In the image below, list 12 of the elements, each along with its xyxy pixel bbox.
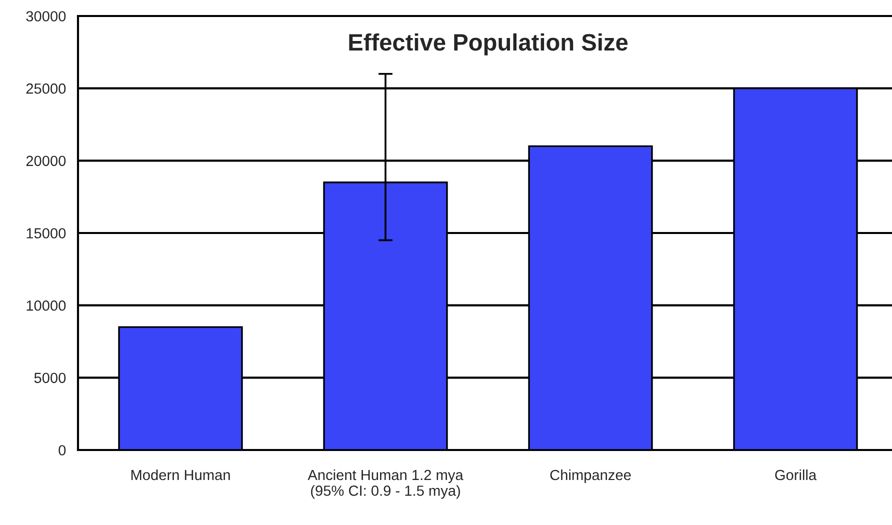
x-tick-label: Ancient Human 1.2 mya (95% CI: 0.9 - 1.5 mya) (308, 469, 464, 499)
y-tick-label: 20000 (26, 156, 66, 166)
x-tick-label: Chimpanzee (550, 469, 631, 484)
y-tick-label: 25000 (26, 83, 66, 94)
y-tick-label: 0 (58, 445, 66, 456)
x-tick-label: Gorilla (775, 469, 817, 480)
x-tick-label: Modern Human (131, 469, 230, 480)
text: Effective Population Size (349, 33, 628, 56)
y-tick-label: 15000 (26, 228, 66, 238)
y-tick-label: 30000 (26, 11, 66, 22)
y-tick-label: 10000 (26, 300, 66, 311)
y-tick-label: 5000 (34, 372, 66, 384)
